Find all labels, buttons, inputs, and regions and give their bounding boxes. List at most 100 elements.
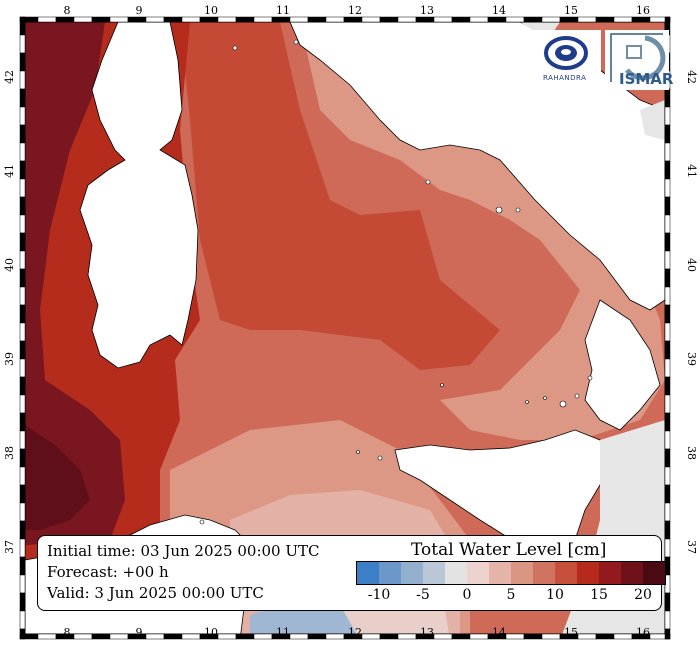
- frame-segment: [664, 286, 671, 306]
- frame-segment: [19, 106, 26, 126]
- frame-segment: [664, 340, 671, 360]
- frame-segment: [37, 16, 57, 23]
- frame-segment: [664, 520, 671, 540]
- frame-segment: [664, 88, 671, 108]
- frame-segment: [19, 592, 26, 612]
- frame-segment: [451, 633, 471, 640]
- frame-segment: [664, 160, 671, 180]
- frame-segment: [523, 16, 543, 23]
- frame-segment: [664, 592, 671, 612]
- frame-segment: [19, 322, 26, 342]
- frame-segment: [505, 16, 525, 23]
- lon-label-bottom: 12: [348, 626, 362, 639]
- frame-segment: [19, 430, 26, 450]
- frame-segment: [664, 394, 671, 414]
- lat-label-left: 39: [3, 352, 16, 366]
- frame-segment: [613, 16, 633, 23]
- lat-label-left: 38: [3, 446, 16, 460]
- frame-segment: [397, 633, 417, 640]
- frame-segment: [127, 16, 147, 23]
- frame-segment: [664, 610, 671, 630]
- legend-tick-label: 15: [590, 587, 608, 603]
- lon-label-top: 8: [64, 4, 71, 17]
- frame-segment: [505, 633, 525, 640]
- frame-segment: [19, 52, 26, 72]
- frame-segment: [19, 610, 26, 630]
- legend-title: Total Water Level [cm]: [411, 540, 607, 560]
- frame-segment: [19, 628, 26, 640]
- legend-swatch: [599, 562, 621, 584]
- frame-segment: [664, 466, 671, 486]
- frame-segment: [289, 633, 309, 640]
- sicily-land: [394, 429, 616, 561]
- frame-segment: [37, 633, 57, 640]
- lat-label-right: 38: [685, 446, 698, 460]
- frame-segment: [343, 16, 363, 23]
- lon-label-top: 11: [276, 4, 290, 17]
- rahandra-logo-text: RAHANDRA: [543, 74, 587, 82]
- lat-label-right: 39: [685, 352, 698, 366]
- ismar-logo: ISMAR: [605, 30, 673, 90]
- frame-segment: [595, 16, 615, 23]
- frame-segment: [235, 633, 255, 640]
- frame-segment: [271, 16, 291, 23]
- lat-label-left: 42: [3, 70, 16, 84]
- frame-segment: [307, 16, 327, 23]
- frame-segment: [595, 633, 615, 640]
- frame-segment: [664, 430, 671, 450]
- frame-segment: [664, 358, 671, 378]
- frame-segment: [19, 16, 26, 36]
- frame-segment: [19, 160, 26, 180]
- legend-swatch: [643, 562, 665, 584]
- western-darker-belt: [25, 22, 125, 545]
- legend-swatch: [511, 562, 533, 584]
- lat-label-left: 40: [3, 258, 16, 272]
- calabria-land: [584, 299, 661, 431]
- small-islands: [199, 39, 593, 525]
- frame-segment: [91, 16, 111, 23]
- frame-segment: [433, 633, 453, 640]
- frame-segment: [664, 628, 671, 640]
- legend-swatch: [533, 562, 555, 584]
- lat-label-left: 41: [3, 164, 16, 178]
- central-dark-band: [180, 22, 500, 370]
- frame-segment: [199, 16, 219, 23]
- legend-swatch: [467, 562, 489, 584]
- frame-segment: [19, 178, 26, 198]
- frame-segment: [163, 16, 183, 23]
- lon-label-bottom: 14: [492, 626, 506, 639]
- frame-segment: [379, 16, 399, 23]
- frame-segment: [145, 16, 165, 23]
- frame-segment: [415, 16, 435, 23]
- frame-segment: [577, 16, 597, 23]
- lon-label-top: 15: [564, 4, 578, 17]
- legend-swatch: [577, 562, 599, 584]
- frame-segment: [19, 250, 26, 270]
- frame-segment: [19, 34, 26, 54]
- lon-label-bottom: 8: [64, 626, 71, 639]
- frame-segment: [19, 538, 26, 558]
- legend-tick-label: 5: [506, 587, 516, 603]
- frame-segment: [664, 250, 671, 270]
- frame-segment: [325, 16, 345, 23]
- lon-label-bottom: 11: [276, 626, 290, 639]
- frame-segment: [19, 88, 26, 108]
- lon-label-top: 14: [492, 4, 506, 17]
- map-plot-area: [25, 22, 665, 634]
- lat-label-right: 42: [685, 70, 698, 84]
- lat-labels-right: 42 41 40 39 38 37: [685, 70, 698, 554]
- legend-swatch: [401, 562, 423, 584]
- frame-segment: [19, 142, 26, 162]
- frame-segment: [181, 633, 201, 640]
- frame-segment: [19, 394, 26, 414]
- legend-tick-label: 20: [634, 587, 652, 603]
- legend-swatch: [445, 562, 467, 584]
- legend-colorbar: [356, 561, 666, 585]
- lat-label-right: 41: [685, 164, 698, 178]
- frame-segment: [145, 633, 165, 640]
- valid-time-text: Valid: 3 Jun 2025 00:00 UTC: [47, 584, 264, 602]
- frame-segment: [664, 304, 671, 324]
- frame-segment: [469, 633, 489, 640]
- frame-segment: [181, 16, 201, 23]
